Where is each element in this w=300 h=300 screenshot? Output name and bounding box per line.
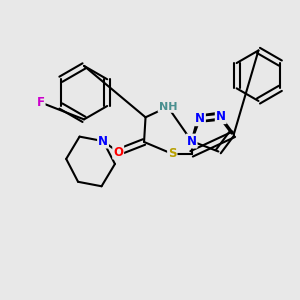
Text: N: N [195,112,205,125]
Text: N: N [187,135,196,148]
Text: F: F [37,96,45,109]
Text: N: N [216,110,226,123]
Text: N: N [98,135,108,148]
Text: NH: NH [159,102,177,112]
Text: O: O [113,146,123,159]
Text: S: S [168,147,176,161]
